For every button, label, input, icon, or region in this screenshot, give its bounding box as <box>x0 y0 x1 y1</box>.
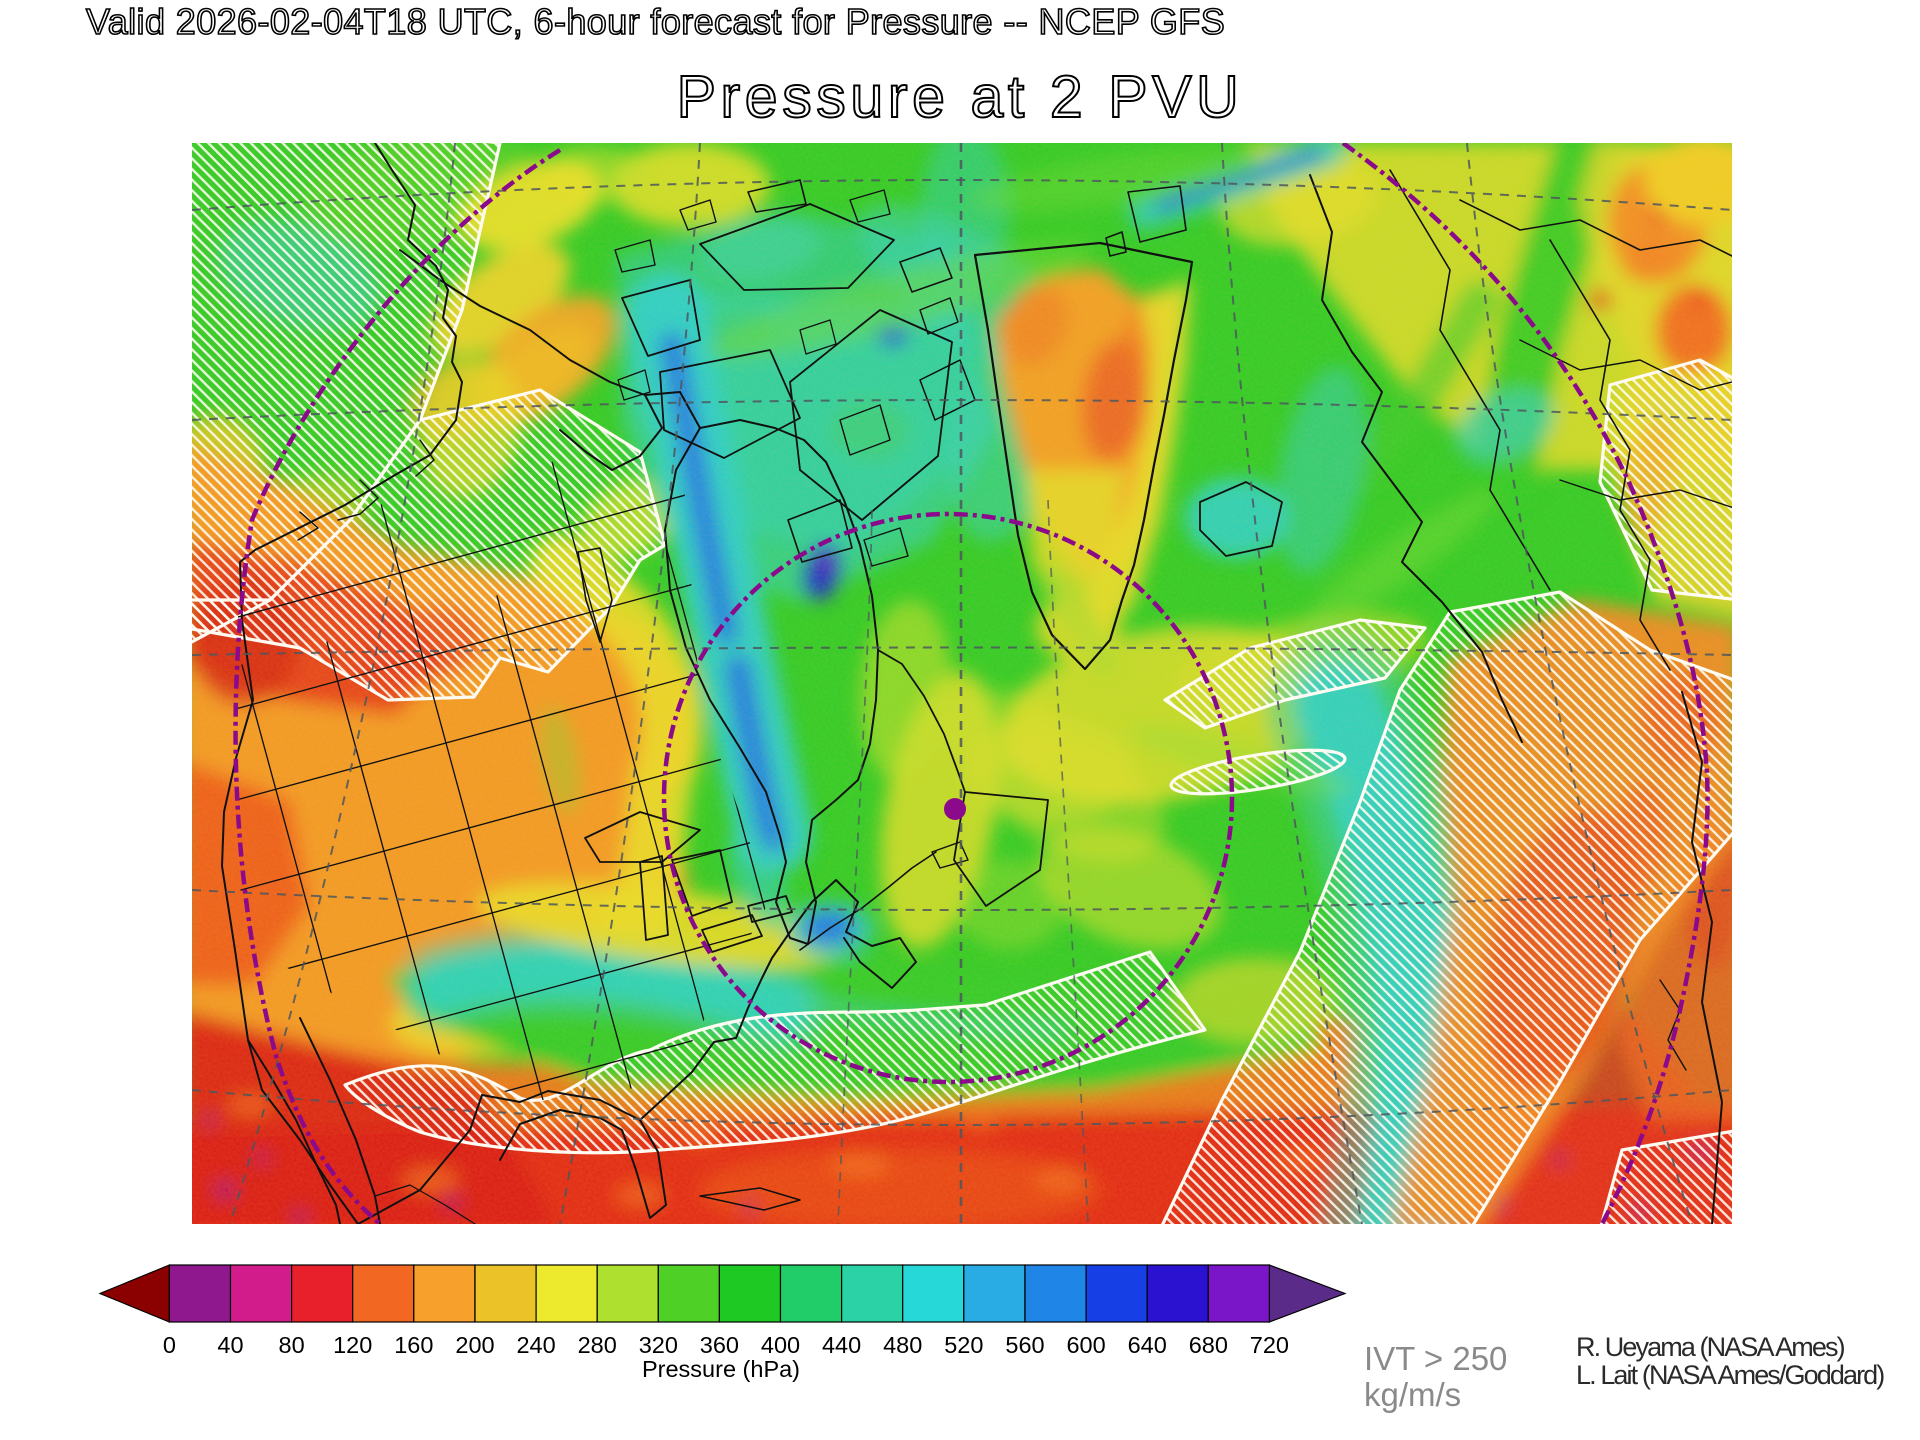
svg-text:160: 160 <box>394 1332 433 1358</box>
svg-text:L. Lait (NASA Ames/Goddard): L. Lait (NASA Ames/Goddard) <box>1576 1360 1884 1390</box>
svg-text:Pressure (hPa): Pressure (hPa) <box>642 1356 800 1382</box>
svg-text:240: 240 <box>516 1332 555 1358</box>
svg-text:640: 640 <box>1128 1332 1167 1358</box>
svg-text:360: 360 <box>700 1332 739 1358</box>
svg-text:80: 80 <box>279 1332 305 1358</box>
svg-text:560: 560 <box>1005 1332 1044 1358</box>
svg-text:40: 40 <box>217 1332 243 1358</box>
svg-text:kg/m/s: kg/m/s <box>1364 1376 1461 1413</box>
svg-text:720: 720 <box>1250 1332 1289 1358</box>
svg-text:600: 600 <box>1066 1332 1105 1358</box>
svg-text:320: 320 <box>639 1332 678 1358</box>
svg-text:IVT > 250: IVT > 250 <box>1364 1340 1507 1377</box>
svg-text:120: 120 <box>333 1332 372 1358</box>
svg-text:200: 200 <box>455 1332 494 1358</box>
svg-text:Valid 2026-02-04T18 UTC, 6-hou: Valid 2026-02-04T18 UTC, 6-hour forecast… <box>86 1 1225 42</box>
svg-text:480: 480 <box>883 1332 922 1358</box>
svg-text:440: 440 <box>822 1332 861 1358</box>
svg-text:R. Ueyama (NASA Ames): R. Ueyama (NASA Ames) <box>1576 1332 1845 1362</box>
svg-text:Pressure at 2 PVU: Pressure at 2 PVU <box>677 64 1244 130</box>
svg-text:400: 400 <box>761 1332 800 1358</box>
svg-text:680: 680 <box>1189 1332 1228 1358</box>
svg-text:280: 280 <box>578 1332 617 1358</box>
svg-text:520: 520 <box>944 1332 983 1358</box>
svg-text:0: 0 <box>163 1332 176 1358</box>
